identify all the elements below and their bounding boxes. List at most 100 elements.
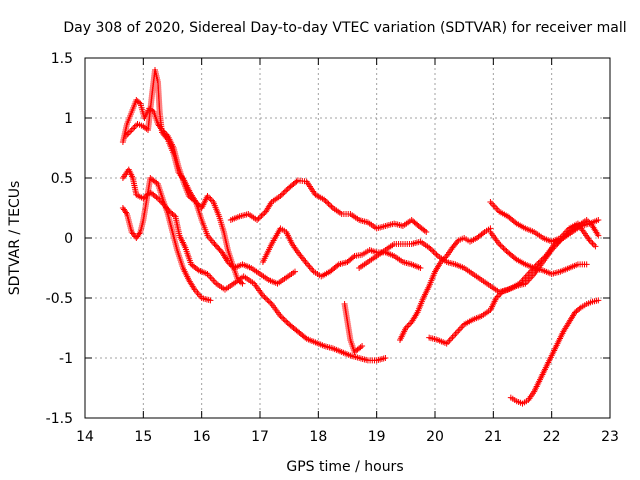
data-point xyxy=(429,247,436,254)
x-tick-label: 19 xyxy=(368,429,386,445)
x-tick-label: 14 xyxy=(76,429,94,445)
data-point xyxy=(541,254,548,261)
data-point xyxy=(284,320,291,326)
data-point xyxy=(417,265,424,271)
data-point xyxy=(538,257,545,264)
data-point xyxy=(212,242,219,249)
data-point xyxy=(321,196,328,203)
x-tick-label: 21 xyxy=(484,429,502,445)
data-point xyxy=(535,260,542,266)
data-point xyxy=(512,219,519,226)
y-tick-label: 0 xyxy=(64,231,73,247)
y-tick-label: 1 xyxy=(64,111,73,127)
data-point xyxy=(502,246,508,253)
data-point xyxy=(595,232,602,239)
data-point xyxy=(283,187,290,194)
data-point xyxy=(537,258,543,265)
data-point xyxy=(261,294,268,300)
data-point xyxy=(255,215,262,222)
data-point xyxy=(259,292,266,299)
data-point xyxy=(382,355,389,361)
data-point xyxy=(214,243,221,250)
data-point xyxy=(215,245,222,252)
data-point xyxy=(211,241,218,247)
x-tick-label: 18 xyxy=(309,429,327,445)
data-point xyxy=(534,261,541,268)
data-point xyxy=(277,193,284,199)
data-point xyxy=(278,191,285,198)
series-arc-5 xyxy=(227,177,430,235)
series-arc-12 xyxy=(487,199,599,250)
data-point xyxy=(163,135,170,142)
data-point xyxy=(284,186,291,192)
data-point xyxy=(359,343,366,349)
y-tick-label: -1.5 xyxy=(46,411,73,427)
data-point xyxy=(322,198,329,204)
series-arc-9 xyxy=(397,225,494,343)
y-tick-label: 1.5 xyxy=(51,51,73,67)
data-point xyxy=(324,199,331,206)
data-point xyxy=(207,297,214,304)
data-point xyxy=(281,188,288,195)
series-arc-11 xyxy=(487,229,590,277)
data-point xyxy=(433,251,440,258)
data-point xyxy=(259,211,266,218)
data-point xyxy=(302,334,309,341)
data-point xyxy=(334,262,341,269)
data-point xyxy=(254,217,261,223)
x-axis-label: GPS time / hours xyxy=(286,459,403,475)
data-point xyxy=(136,99,143,106)
data-point xyxy=(328,203,335,210)
data-point xyxy=(583,261,590,268)
data-point xyxy=(430,248,437,255)
data-point xyxy=(496,241,503,247)
axis-ticks: 14 15 16 17 18 19 20 21 22 23 1.5 1 0.5 0 -0.5 -1 -1.5 xyxy=(46,51,619,445)
data-point xyxy=(595,297,602,304)
data-point xyxy=(281,317,288,324)
data-point xyxy=(239,280,246,287)
y-tick-label: -1 xyxy=(59,351,73,367)
data-point xyxy=(499,243,506,250)
x-tick-label: 15 xyxy=(134,429,152,445)
data-point xyxy=(257,214,263,221)
y-tick-label: 0.5 xyxy=(51,171,73,187)
data-point xyxy=(327,202,333,209)
data-point xyxy=(278,314,285,321)
data-point xyxy=(216,246,223,253)
data-point xyxy=(423,229,430,235)
series-arc-3 xyxy=(122,67,246,287)
data-point xyxy=(432,250,438,257)
data-point xyxy=(539,255,546,262)
data-point xyxy=(454,238,461,245)
data-point xyxy=(265,298,272,305)
series-arc-13 xyxy=(507,297,602,407)
data-point xyxy=(283,318,290,325)
data-point xyxy=(264,296,271,303)
grid xyxy=(85,58,610,418)
series-arc-7 xyxy=(341,301,366,355)
data-points xyxy=(119,67,602,407)
data-point xyxy=(325,200,332,207)
data-point xyxy=(500,245,507,252)
y-tick-label: -0.5 xyxy=(46,291,73,307)
data-point xyxy=(280,315,287,322)
x-tick-label: 17 xyxy=(251,429,269,445)
data-point xyxy=(503,248,510,254)
series-arc-4 xyxy=(119,175,214,304)
series-arc-6 xyxy=(259,225,424,280)
data-point xyxy=(512,255,519,262)
data-point xyxy=(170,212,177,219)
data-point xyxy=(267,299,274,306)
x-tick-label: 16 xyxy=(193,429,211,445)
data-point xyxy=(262,295,269,302)
data-point xyxy=(292,268,298,275)
data-point xyxy=(595,217,602,223)
x-tick-label: 22 xyxy=(543,429,561,445)
x-tick-label: 23 xyxy=(601,429,619,445)
data-point xyxy=(592,243,599,250)
data-point xyxy=(258,212,265,219)
data-point xyxy=(350,254,357,261)
data-point xyxy=(280,190,287,197)
